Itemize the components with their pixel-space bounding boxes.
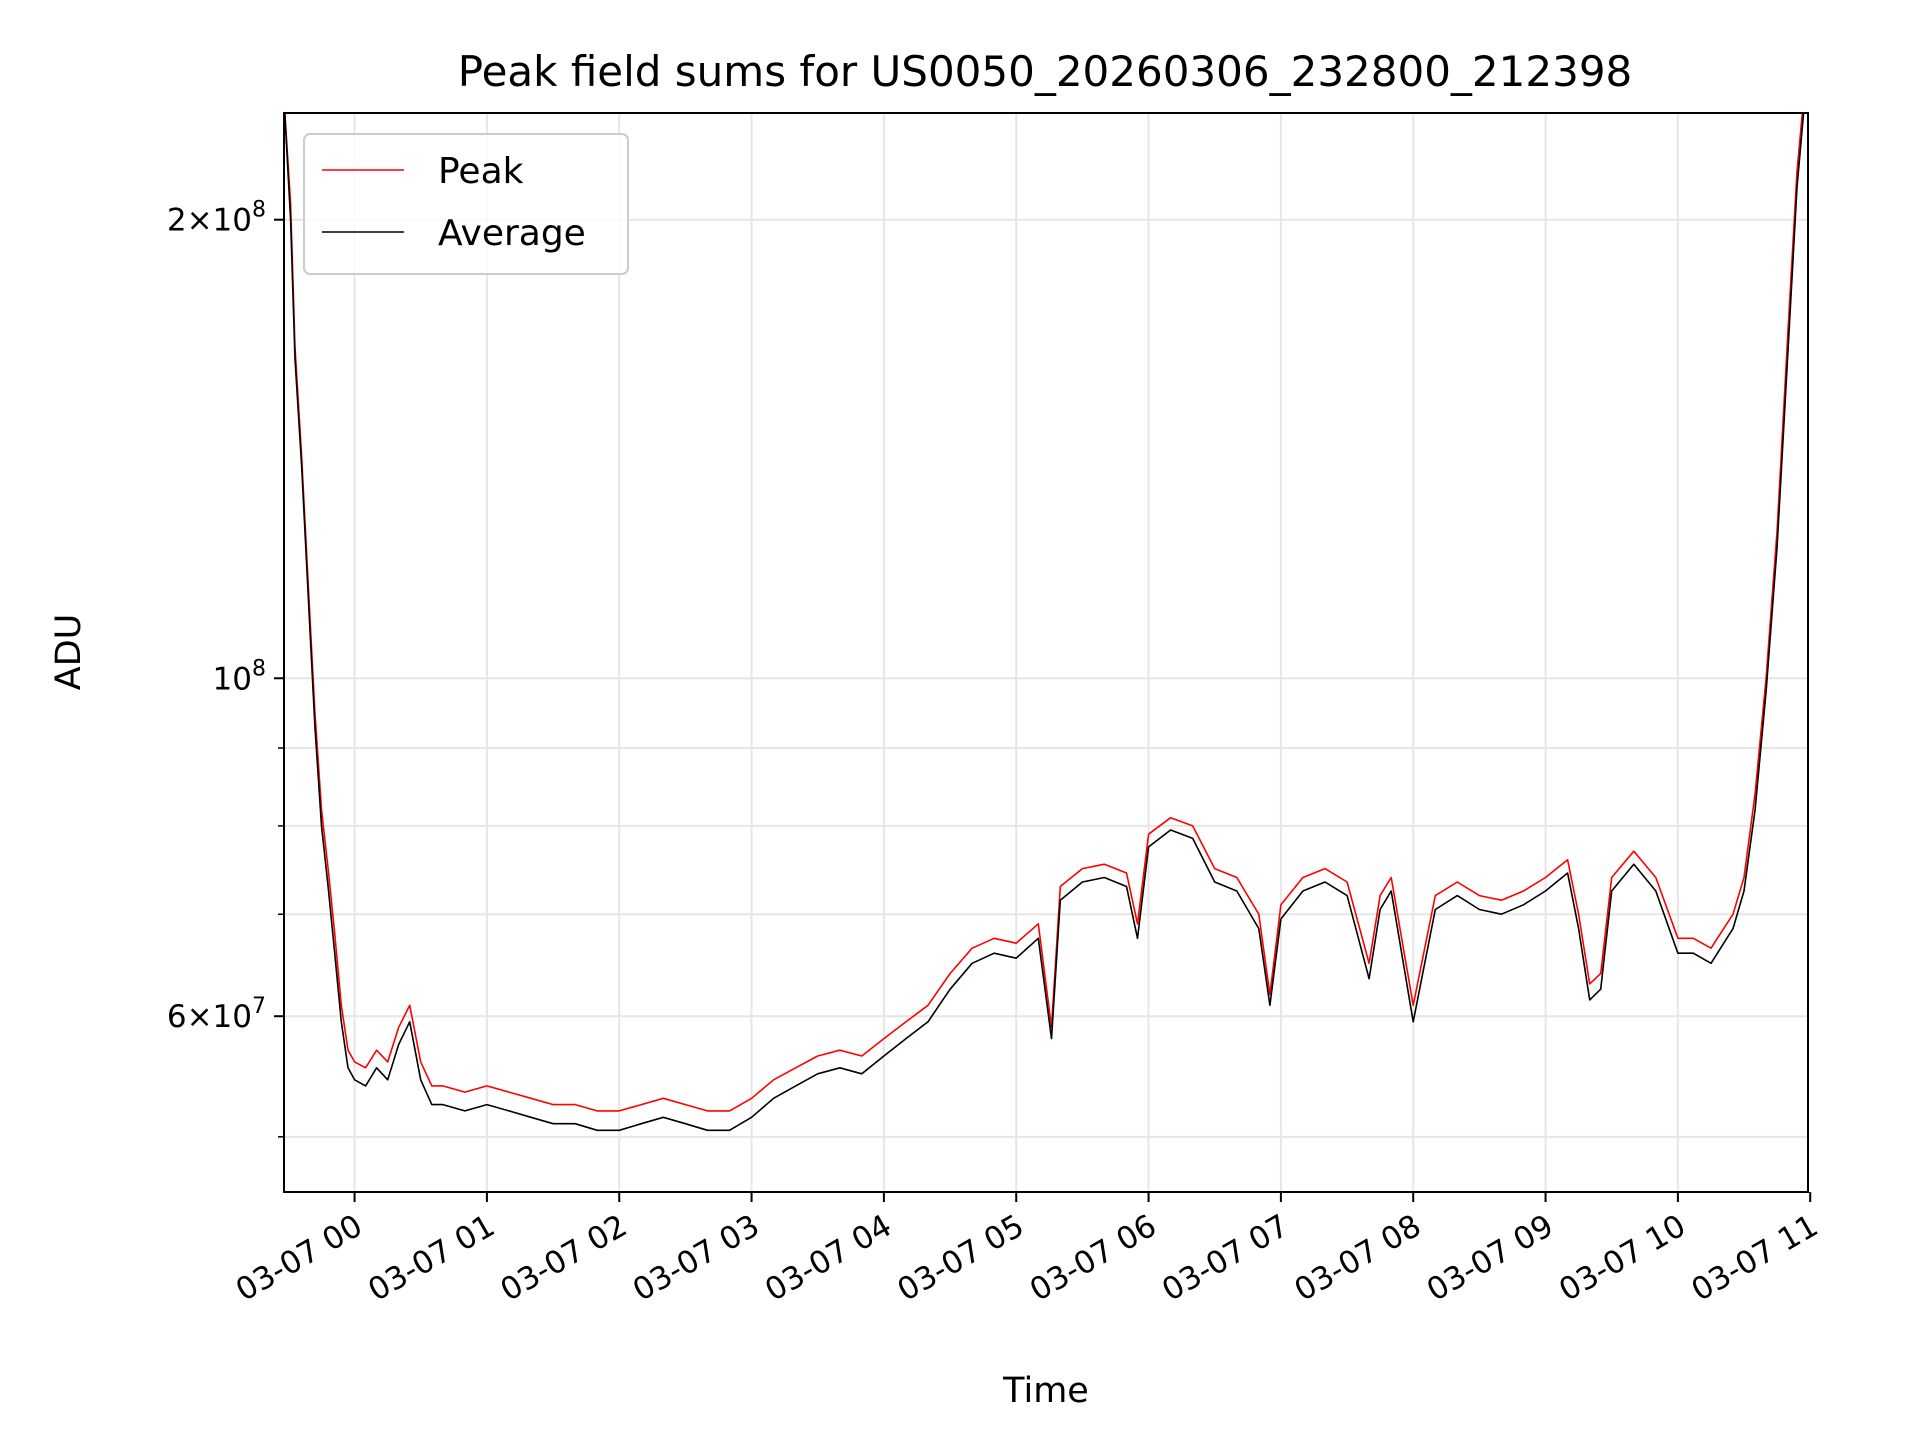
- plot-frame: [283, 112, 1809, 1193]
- y-tick-label: 108: [213, 656, 266, 697]
- series-line-average: [284, 113, 1805, 1132]
- y-tick-label-exponent: 8: [252, 656, 266, 681]
- y-axis-label: ADU: [49, 614, 89, 691]
- chart-title: Peak field sums for US0050_20260306_2328…: [458, 47, 1633, 96]
- legend: Peak Average: [303, 133, 629, 275]
- grid-layer: [284, 113, 1808, 1192]
- legend-box: [303, 133, 629, 275]
- y-tick-label-exponent: 8: [252, 198, 266, 223]
- y-tick-label: 6×107: [167, 994, 266, 1035]
- y-tick-label: 2×108: [167, 198, 266, 239]
- legend-label-peak: Peak: [438, 151, 524, 192]
- x-axis-label: Time: [1002, 1371, 1089, 1411]
- y-tick-label-exponent: 7: [252, 994, 266, 1019]
- y-tick-label-base: 6×10: [167, 999, 252, 1035]
- series-line-peak: [284, 113, 1804, 1112]
- y-tick-label-base: 10: [213, 661, 252, 697]
- series-layer: [284, 113, 1805, 1132]
- legend-label-average: Average: [438, 213, 586, 254]
- y-tick-label-base: 2×10: [167, 203, 252, 239]
